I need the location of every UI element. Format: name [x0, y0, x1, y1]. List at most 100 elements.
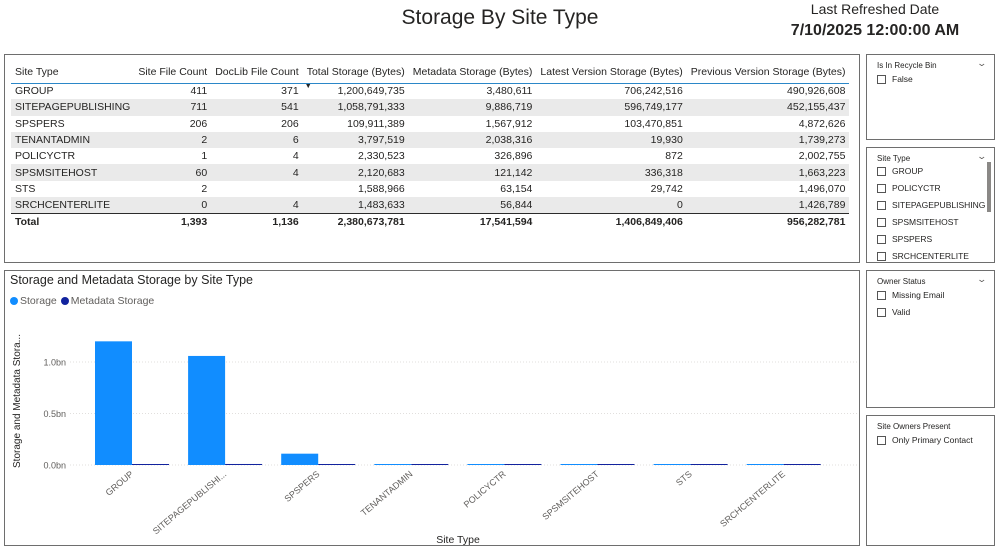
cell-doclib-file-count: 371	[281, 85, 299, 98]
storage-table-visual[interactable]: Site Type Site File Count DocLib File Co…	[4, 54, 860, 263]
bar-storage[interactable]	[560, 464, 598, 465]
slicer-option-spspers[interactable]: SPSPERS	[877, 233, 932, 245]
checkbox-icon[interactable]	[877, 251, 886, 261]
cell-latest-version-storage: 0	[536, 197, 687, 214]
slicer-option-group[interactable]: GROUP	[877, 165, 923, 177]
chevron-down-icon[interactable]: ⌄	[976, 58, 988, 68]
refresh-date-label: Last Refreshed Date	[810, 1, 940, 17]
bar-metadata-storage[interactable]	[597, 464, 635, 465]
bar-metadata-storage[interactable]	[225, 463, 263, 465]
slicer-site-owners-present[interactable]: Site Owners Present Only Primary Contact	[866, 415, 995, 546]
column-header-previous-version-storage[interactable]: Previous Version Storage (Bytes)	[686, 61, 850, 84]
slicer-site-type[interactable]: Site Type ⌄ GROUP POLICYCTR SITEPAGEPUBL…	[866, 147, 995, 263]
checkbox-icon[interactable]	[877, 217, 886, 227]
cell-site-file-count: 60	[134, 164, 212, 181]
table-row-group[interactable]: GROUP 411 371 1,200,649,735 3,480,611 706,242…	[11, 83, 849, 99]
slicer-option-missing-email[interactable]: Missing Email	[877, 289, 944, 301]
bar-storage[interactable]	[467, 464, 505, 465]
x-tick-label: TENANTADMIN	[359, 469, 415, 518]
table-row-sts[interactable]: STS 2 1,588,966 63,154 29,742 1,496,070	[11, 181, 849, 197]
checkbox-icon[interactable]	[877, 183, 886, 193]
checkbox-icon[interactable]	[877, 290, 886, 300]
slicer-is-in-recycle-bin[interactable]: Is In Recycle Bin ⌄ False	[866, 54, 995, 140]
bar-metadata-storage[interactable]	[783, 464, 821, 465]
column-header-site-type[interactable]: Site Type	[11, 61, 135, 84]
legend-metadata-dot	[60, 297, 69, 305]
checkbox-icon[interactable]	[877, 234, 886, 244]
slicer-owner-status[interactable]: Owner Status ⌄ Missing Email Valid	[866, 270, 995, 408]
table-row-sitepagepublishing[interactable]: SITEPAGEPUBLISHING 711 541 1,058,791,333 9,8…	[11, 99, 850, 116]
checkbox-icon[interactable]	[877, 166, 886, 176]
y-tick-label: 0.5bn	[43, 409, 66, 419]
chevron-down-icon[interactable]: ⌄	[976, 151, 988, 161]
table-row-tenantadmin[interactable]: TENANTADMIN 2 6 3,797,519 2,038,316 19,930 1,7…	[11, 131, 850, 149]
cell-site-file-count: 0	[134, 197, 212, 214]
table-row-srchcenterlite[interactable]: SRCHCENTERLITE 0 4 1,483,633 56,844 0 1,426,78…	[11, 197, 850, 214]
checkbox-icon[interactable]	[877, 74, 886, 84]
checkbox-icon[interactable]	[877, 200, 886, 210]
column-header-doclib-file-count[interactable]: DocLib File Count	[211, 61, 303, 84]
total-doclib-file-count: 1,136	[211, 212, 303, 231]
cell-metadata-storage: 63,154	[500, 182, 533, 195]
cell-metadata-storage: 9,886,719	[408, 99, 537, 116]
slicer-option-label: SPSMSITEHOST	[892, 217, 959, 227]
column-header-latest-version-storage[interactable]: Latest Version Storage (Bytes)	[536, 61, 687, 84]
bar-storage[interactable]	[281, 453, 319, 465]
slicer-scrollbar[interactable]	[987, 162, 991, 212]
cell-doclib-file-count	[211, 181, 302, 197]
column-header-total-storage[interactable]: Total Storage (Bytes) ▼	[302, 61, 409, 90]
bar-metadata-storage[interactable]	[411, 464, 449, 465]
bar-storage[interactable]	[746, 464, 784, 465]
slicer-title: Is In Recycle Bin	[877, 61, 937, 70]
bar-storage[interactable]	[653, 464, 691, 465]
cell-metadata-storage: 121,142	[408, 164, 537, 181]
slicer-title: Site Type	[877, 154, 911, 163]
column-header-site-file-count[interactable]: Site File Count	[134, 61, 212, 84]
cell-total-storage: 1,058,791,333	[302, 99, 409, 116]
table-row-policyctr[interactable]: POLICYCTR 1 4 2,330,523 326,896 872 2,002,755	[11, 148, 849, 164]
storage-chart-visual[interactable]: 0.0bn 0.5bn 1.0bn Storage and Metadata Stor…	[4, 270, 860, 546]
checkbox-icon[interactable]	[877, 435, 886, 445]
bar-metadata-storage[interactable]	[504, 464, 542, 465]
total-previous-version-storage: 956,282,781	[686, 212, 850, 231]
total-metadata-storage: 17,541,594	[408, 212, 537, 231]
legend-storage-label[interactable]: Storage	[20, 295, 57, 307]
cell-previous-version-storage: 452,155,437	[686, 99, 850, 116]
slicer-option-label: SPSPERS	[892, 234, 933, 244]
x-tick-label: SRCHCENTERLITE	[718, 469, 787, 529]
bar-storage[interactable]	[374, 464, 412, 465]
bar-metadata-storage[interactable]	[690, 464, 728, 465]
slicer-option-srchcenterlite[interactable]: SRCHCENTERLITE	[877, 250, 969, 262]
slicer-option-sitepagepublishing[interactable]: SITEPAGEPUBLISHING	[877, 199, 985, 211]
slicer-option-only-primary-contact[interactable]: Only Primary Contact	[877, 434, 973, 446]
slicer-option-label: POLICYCTR	[892, 183, 941, 193]
cell-total-storage: 1,588,966	[358, 182, 405, 195]
slicer-option-policyctr[interactable]: POLICYCTR	[877, 182, 941, 194]
slicer-option-false[interactable]: False	[877, 73, 913, 85]
slicer-option-spsmsitehost[interactable]: SPSMSITEHOST	[877, 216, 959, 228]
cell-previous-version-storage: 490,926,608	[787, 85, 846, 98]
cell-site-type: SITEPAGEPUBLISHING	[11, 99, 135, 116]
checkbox-icon[interactable]	[877, 307, 886, 317]
cell-previous-version-storage: 1,426,789	[686, 197, 850, 214]
cell-latest-version-storage: 19,930	[536, 131, 687, 149]
bar-metadata-storage[interactable]	[318, 464, 356, 465]
table-row-spsmsitehost[interactable]: SPSMSITEHOST 60 4 2,120,683 121,142 336,318 1,…	[11, 164, 850, 181]
slicer-option-label: SRCHCENTERLITE	[892, 251, 969, 261]
refresh-date-value: 7/10/2025 12:00:00 AM	[790, 22, 960, 39]
table-row-spspers[interactable]: SPSPERS 206 206 109,911,389 1,567,912 103,470…	[11, 116, 849, 132]
cell-site-file-count: 2	[134, 131, 212, 149]
cell-doclib-file-count: 206	[281, 117, 299, 130]
cell-site-type: SRCHCENTERLITE	[11, 197, 135, 214]
slicer-option-valid[interactable]: Valid	[877, 306, 910, 318]
legend-metadata-label[interactable]: Metadata Storage	[70, 295, 155, 307]
page-title: Storage By Site Type	[401, 6, 599, 29]
cell-total-storage: 2,330,523	[358, 150, 405, 163]
bar-metadata-storage[interactable]	[132, 464, 169, 465]
slicer-title: Owner Status	[877, 277, 926, 286]
column-header-metadata-storage[interactable]: Metadata Storage (Bytes)	[408, 61, 537, 84]
bar-storage[interactable]	[188, 355, 226, 465]
chevron-down-icon[interactable]: ⌄	[976, 274, 988, 284]
cell-site-file-count: 411	[190, 85, 208, 98]
bar-storage[interactable]	[95, 341, 132, 465]
